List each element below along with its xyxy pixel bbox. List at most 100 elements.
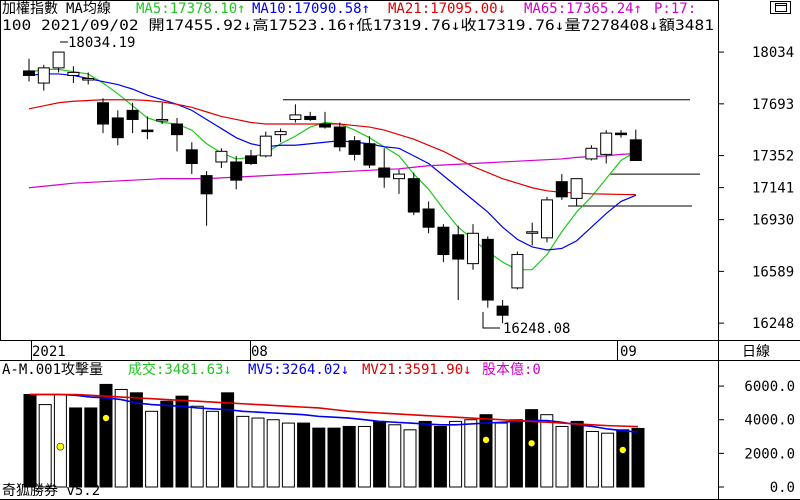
candle [585,145,598,161]
price-y-tick-label: 17693 [752,97,794,113]
candle-body-up [585,147,598,160]
attack-marker [102,414,110,422]
candle [407,172,420,216]
candle-body-down [496,305,509,316]
candle [496,300,509,324]
ma65-line [28,152,636,189]
candle [200,171,213,226]
high-annotation: 18034.19 [60,35,135,51]
candle-body-up [467,232,479,265]
date-label-08: 08 [251,344,268,360]
candle-body-down [97,102,109,125]
volume-bar-down [616,429,630,488]
candle-body-down [304,115,317,120]
ma65-legend: MA65:17365.24↑ [524,1,642,17]
price-y-tick-label: 17352 [752,149,794,165]
volume-bar-up [38,404,52,488]
candle-body-down [348,140,361,155]
volume-bar-up [114,388,128,488]
ma21-line [28,99,636,196]
candle [215,148,228,169]
volume-bar-up [585,431,599,488]
attack-marker [618,446,627,454]
ma5-legend: MA5:17378.10↑ [136,1,246,17]
candle-body-up [393,173,405,180]
volume-bar-up [145,410,159,488]
volume-bar-up [281,422,295,488]
mv5-line [30,393,639,433]
candle [467,224,479,270]
price-y-tick-label: 18034 [752,45,794,61]
volume-y-tick-label: 0.0 [770,480,795,496]
date-label-09: 09 [620,344,637,360]
high-label: 18034.19 [68,35,135,51]
attack-marker [527,439,536,448]
candle [600,130,613,164]
candle-body-up [511,254,524,289]
ma5-line [28,68,637,271]
volume-bar-up [205,410,219,488]
volume-bar-up [601,432,615,488]
volume-bar-down [221,392,235,488]
volume-bar-down [418,420,432,488]
candle-body-down [363,143,376,166]
candle [97,98,109,134]
volume-y-axis: 6000.0 4000.0 2000.0 0.0 [718,379,795,496]
candle-body-up [67,71,80,76]
volume-bar-down [525,409,539,488]
volume-bar-down [129,392,143,488]
candle [230,155,243,190]
candle-body-up [570,178,583,199]
candle-body-down [437,226,450,256]
candle-body-up [215,150,228,163]
candle-body-down [481,238,494,301]
candle-body-down [407,178,420,213]
candle [289,104,302,123]
volume-bar-up [449,420,463,488]
volume-bar-down [479,414,493,488]
candle-body-up [37,67,50,84]
candle-body-up [82,77,95,81]
candle-body-up [156,118,169,122]
candle-body-down [23,70,35,76]
candle [437,224,450,263]
volume-bar-down [373,420,387,488]
price-y-axis: 18034 17693 17352 17141 16930 16589 16248 [718,45,794,332]
restore-window-icon [775,3,787,12]
candle [156,102,169,125]
attack-marker [482,436,490,444]
candle-body-up [526,231,539,234]
price-y-tick-label: 17141 [752,181,794,197]
candle [23,58,35,82]
ma10-line [28,73,637,251]
candle-body-down [111,117,124,139]
candle [333,122,346,152]
volume-title: A-M.001攻擊量 [2,361,103,378]
ohlc-line-clip: 100 2021/09/02 開17455.92↓高17523.16↑低1731… [2,17,714,34]
volume-bar-down [433,425,447,488]
candle-body-down [615,132,627,136]
candle [393,169,405,194]
candles [23,51,642,324]
candle [615,130,627,138]
price-y-tick-label: 16930 [752,213,794,229]
candle-body-down [245,155,257,164]
ohlc-summary: 100 2021/09/02 開17455.92↓高17523.16↑低1731… [2,17,714,34]
candle-body-up [259,135,272,157]
ma21-legend: MA21:17095.00↓ [388,1,506,17]
volume-bar-up [357,425,371,488]
low-annotation: 16248.08 [482,312,570,337]
candle-body-down [452,234,465,260]
window-restore-button[interactable] [770,1,791,14]
mv5-legend: MV5:3264.02↓ [248,362,349,378]
volume-bar-down [160,400,174,488]
volume-bar-down [509,419,523,488]
candle [378,148,391,188]
date-label-2021: 2021 [32,344,66,360]
candle [67,66,80,84]
volume-bar-up [494,422,508,488]
low-label: 16248.08 [503,321,570,337]
reference-lines [283,99,700,207]
candle-body-down [629,139,642,161]
volume-bar-up [190,405,204,488]
